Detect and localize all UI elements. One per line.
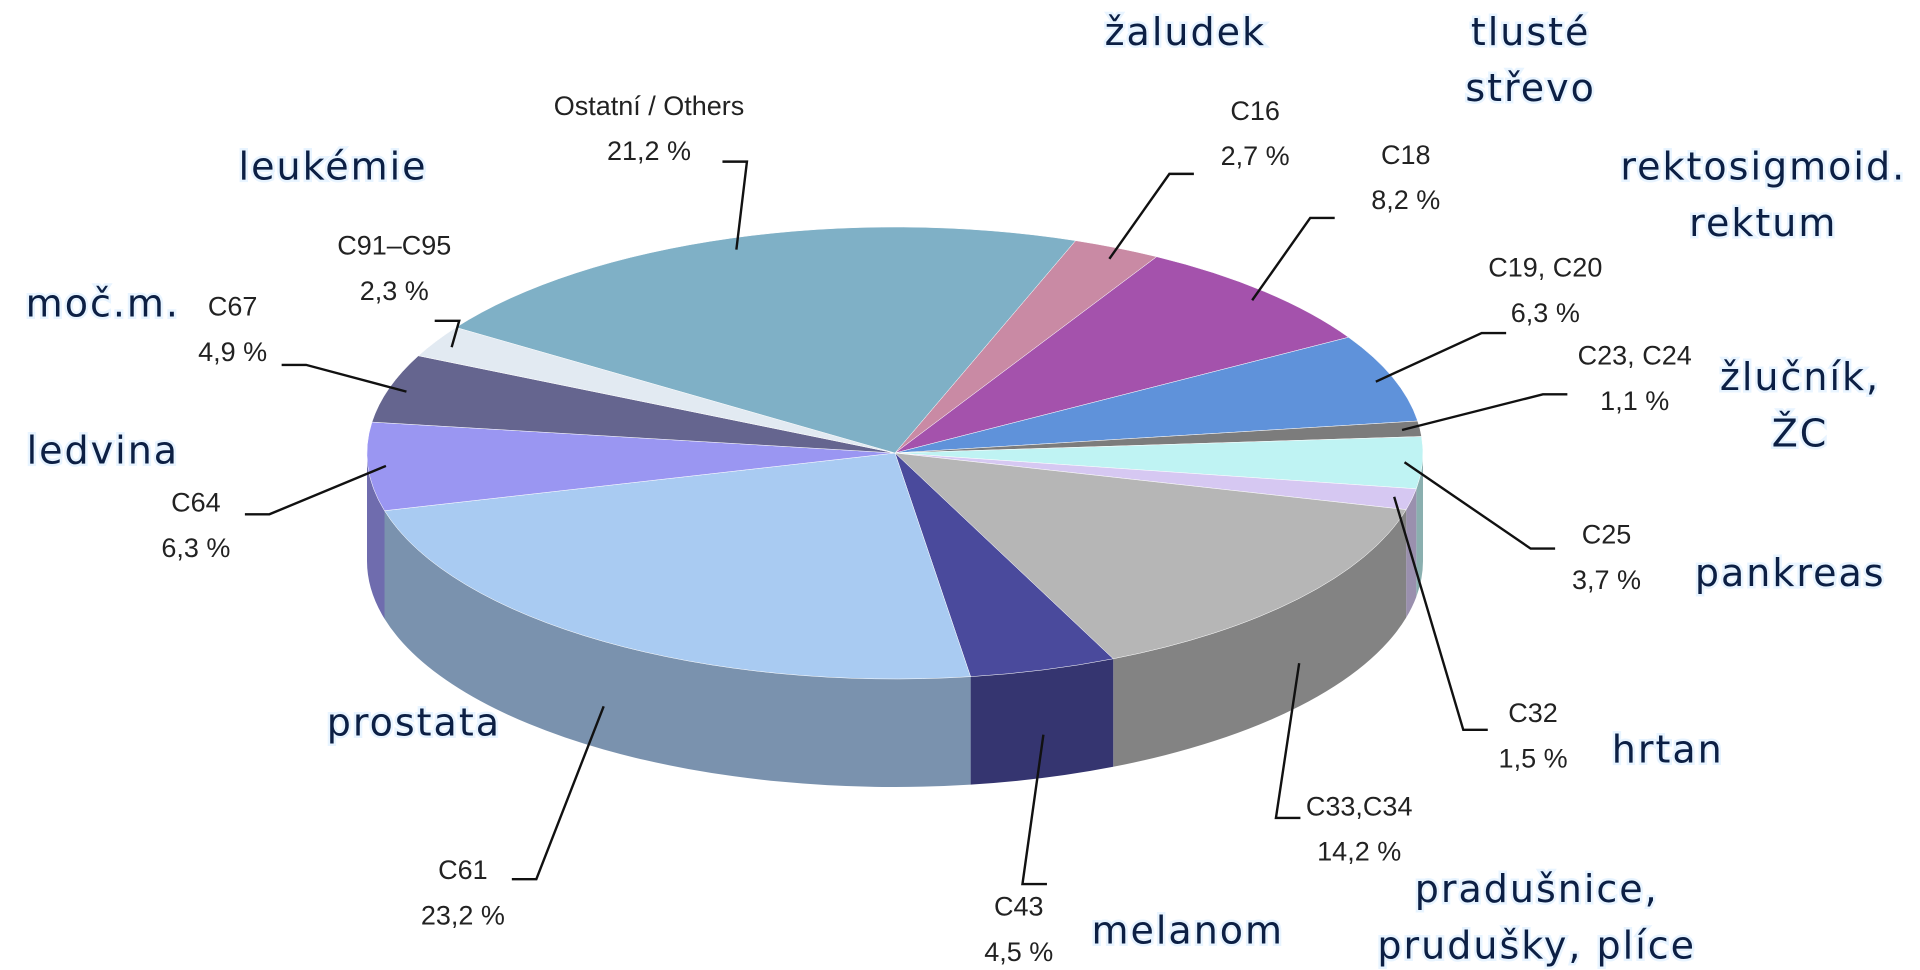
category-label: C91–C95 <box>337 230 451 260</box>
pie-slice <box>366 421 896 511</box>
pie-side <box>367 453 385 619</box>
leader-line <box>1393 496 1488 732</box>
value-label: 2,3 % <box>360 276 429 306</box>
leader-line <box>1021 734 1047 886</box>
leader-line <box>281 363 407 393</box>
organ-name: leukémie <box>239 144 428 188</box>
pie-slice <box>894 452 1407 660</box>
organ-name: prostata <box>327 700 501 744</box>
organ-name: hrtan <box>1612 727 1724 771</box>
organ-name: žlučník, <box>1720 355 1880 399</box>
category-label: C18 <box>1381 140 1431 170</box>
leader-line <box>511 705 605 881</box>
value-label: 4,5 % <box>984 937 1053 967</box>
leader-line <box>244 464 387 516</box>
leader-line <box>1274 663 1301 820</box>
leader-line <box>1251 216 1335 301</box>
pie-side <box>384 510 971 787</box>
pie-side <box>1416 453 1423 597</box>
pie-slice <box>384 452 971 680</box>
value-label: 4,9 % <box>198 337 267 367</box>
leader-line <box>1375 331 1507 383</box>
value-label: 2,7 % <box>1221 141 1290 171</box>
organ-name: pradušnice, <box>1415 867 1659 911</box>
value-label: 23,2 % <box>421 900 505 930</box>
category-label: C19, C20 <box>1488 253 1602 283</box>
category-label: C23, C24 <box>1578 341 1692 371</box>
value-label: 1,5 % <box>1499 744 1568 774</box>
leader-line <box>434 319 461 348</box>
category-label: C61 <box>438 855 488 885</box>
category-label: C32 <box>1508 698 1558 728</box>
organ-name: prudušky, plíce <box>1377 923 1696 967</box>
organ-name: melanom <box>1091 909 1284 953</box>
pie-side <box>970 658 1114 785</box>
organ-name: ŽC <box>1772 411 1829 455</box>
category-label: C43 <box>994 892 1044 922</box>
category-label: C16 <box>1230 96 1280 126</box>
organ-name: rektum <box>1689 201 1837 245</box>
value-label: 6,3 % <box>1511 298 1580 328</box>
leader-line <box>1108 172 1194 260</box>
organ-name: tlusté <box>1471 10 1591 54</box>
category-label: Ostatní / Others <box>554 91 745 121</box>
organ-name: pankreas <box>1695 551 1886 595</box>
pie-side <box>1113 509 1407 767</box>
leader-line <box>722 160 749 250</box>
value-label: 21,2 % <box>607 136 691 166</box>
category-label: C33,C34 <box>1306 791 1413 821</box>
value-label: 8,2 % <box>1371 185 1440 215</box>
organ-name: střevo <box>1465 66 1596 110</box>
value-label: 1,1 % <box>1600 386 1669 416</box>
organ-name: rektosigmoid. <box>1620 144 1906 188</box>
category-label: C25 <box>1582 519 1632 549</box>
value-label: 3,7 % <box>1572 565 1641 595</box>
organ-name: moč.m. <box>26 282 180 326</box>
leader-line <box>1403 461 1556 550</box>
organ-name: žaludek <box>1105 10 1266 54</box>
leader-line <box>1401 393 1568 432</box>
pie-slice <box>894 256 1350 454</box>
value-label: 14,2 % <box>1317 837 1401 867</box>
value-label: 6,3 % <box>161 533 230 563</box>
category-label: C67 <box>208 292 258 322</box>
category-label: C64 <box>171 488 221 518</box>
pie-slice <box>894 337 1419 454</box>
pie-slice <box>455 226 1077 454</box>
organ-name: ledvina <box>27 429 179 473</box>
